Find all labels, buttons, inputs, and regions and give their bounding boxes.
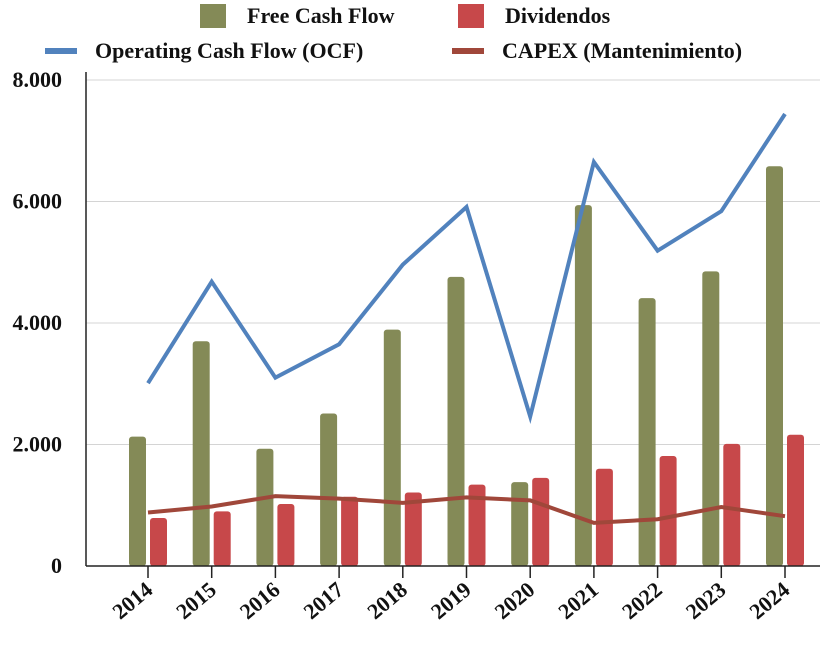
- legend-label-ocf: Operating Cash Flow (OCF): [95, 38, 363, 63]
- x-tick-label: 2019: [426, 577, 476, 624]
- bar-dividendos: [404, 492, 422, 566]
- lines-layer: [146, 112, 787, 525]
- bar-dividendos: [532, 477, 550, 566]
- legend-swatch-capex: [452, 48, 484, 54]
- legend-swatch-ocf: [45, 48, 77, 54]
- legend-swatch-free-cash-flow: [200, 4, 226, 28]
- bar-free-cash-flow: [129, 436, 146, 566]
- y-tick-label: 8.000: [13, 67, 63, 92]
- bar-free-cash-flow: [511, 482, 529, 566]
- legend-item-dividendos: Dividendos: [458, 3, 611, 28]
- x-tick-label: 2014: [107, 577, 157, 624]
- bar-dividendos: [150, 518, 167, 566]
- legend-item-capex: CAPEX (Mantenimiento): [452, 38, 742, 63]
- x-tick-label: 2022: [617, 577, 667, 624]
- legend: Free Cash Flow Dividendos Operating Cash…: [45, 3, 742, 63]
- bar-free-cash-flow: [766, 166, 783, 566]
- bar-free-cash-flow: [192, 341, 210, 566]
- y-tick-label: 4.000: [13, 310, 63, 335]
- y-tick-label: 6.000: [13, 189, 63, 214]
- x-tick-label: 2024: [744, 577, 794, 624]
- x-tick-label: 2020: [490, 577, 540, 624]
- y-tick-label: 2.000: [13, 432, 63, 457]
- legend-item-ocf: Operating Cash Flow (OCF): [45, 38, 363, 63]
- bars-layer: [129, 166, 804, 566]
- bar-dividendos: [468, 484, 486, 566]
- bar-dividendos: [595, 468, 613, 566]
- bar-free-cash-flow: [256, 448, 274, 566]
- legend-item-free-cash-flow: Free Cash Flow: [200, 3, 395, 28]
- legend-label-capex: CAPEX (Mantenimiento): [502, 38, 742, 63]
- y-tick-label: 0: [51, 553, 62, 578]
- legend-swatch-dividendos: [458, 4, 484, 28]
- bar-dividendos: [787, 434, 804, 566]
- bar-dividendos: [277, 504, 295, 566]
- line-operating-cash-flow-ocf: [146, 112, 787, 425]
- bar-dividendos: [213, 511, 231, 566]
- bar-dividendos: [659, 456, 677, 566]
- bar-free-cash-flow: [447, 276, 465, 566]
- legend-label-free-cash-flow: Free Cash Flow: [247, 3, 395, 28]
- bar-free-cash-flow: [383, 329, 401, 566]
- bar-dividendos: [723, 443, 741, 566]
- bar-dividendos: [341, 496, 359, 566]
- bar-free-cash-flow: [574, 205, 592, 566]
- bar-free-cash-flow: [320, 413, 338, 566]
- x-tick-label: 2021: [553, 577, 603, 624]
- x-tick-label: 2018: [362, 577, 412, 624]
- bar-free-cash-flow: [702, 271, 720, 566]
- bar-free-cash-flow: [638, 298, 656, 566]
- line-capex-mantenimiento: [147, 494, 786, 525]
- x-tick-label: 2017: [299, 577, 349, 624]
- x-tick-label: 2015: [171, 577, 221, 624]
- x-tick-label: 2016: [235, 577, 285, 624]
- x-tick-label: 2023: [681, 577, 731, 624]
- legend-label-dividendos: Dividendos: [505, 3, 611, 28]
